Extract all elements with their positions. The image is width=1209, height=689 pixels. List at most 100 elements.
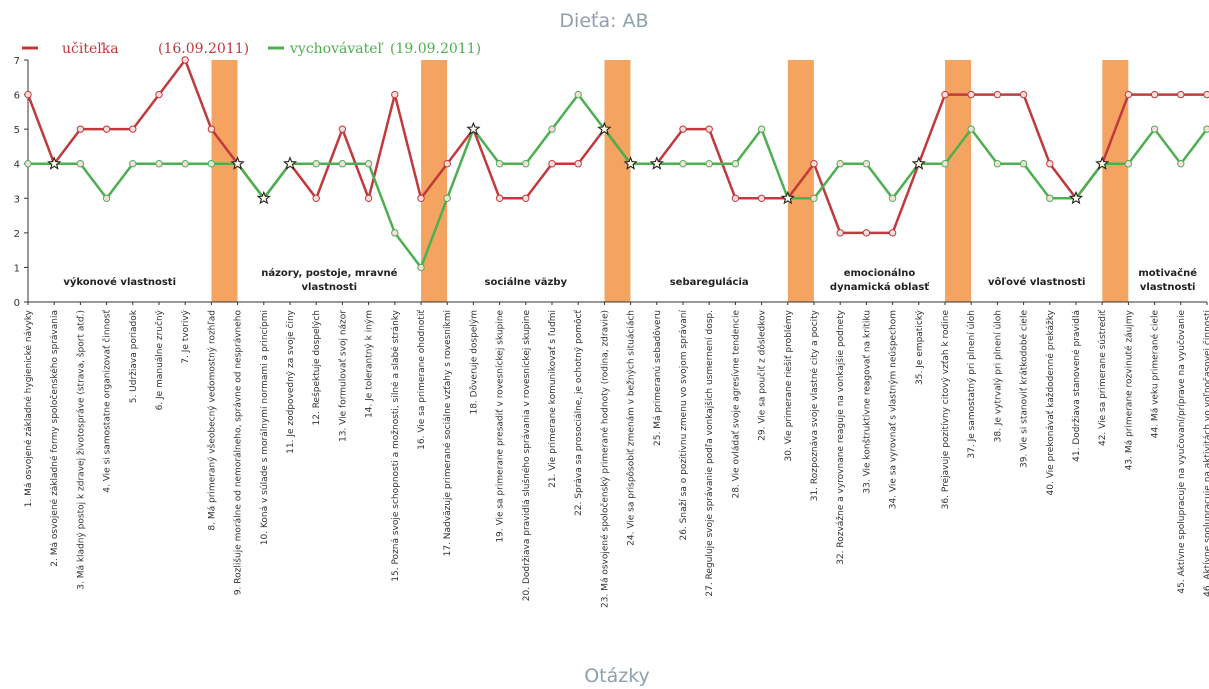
section-separator-band (945, 60, 972, 302)
chart-title: Dieťa: AB (559, 10, 648, 32)
legend-label-vychovavatel: vychovávateľ (289, 41, 384, 57)
point-marker-0 (1150, 90, 1159, 99)
point-marker-0 (967, 90, 975, 99)
x-axis-title: Otázky (584, 665, 650, 687)
point-marker-0 (862, 229, 871, 237)
point-marker-0 (312, 194, 320, 202)
y-tick-label: 2 (14, 229, 20, 240)
x-tick-label: 21. Vie primerane komunikovať s ľuďmi (548, 310, 558, 488)
point-marker-1 (1046, 194, 1054, 202)
point-marker-1 (391, 229, 399, 237)
point-marker-0 (207, 125, 216, 133)
point-marker-0 (338, 125, 347, 133)
x-tick-label: 16. Vie sa primerane ohodnotiť (417, 310, 427, 450)
x-tick-label: 14. Je tolerantný k iným (365, 310, 375, 418)
x-tick-label: 31. Rozpoznáva svoje vlastné city a poci… (809, 309, 820, 501)
point-marker-1 (181, 160, 189, 168)
point-marker-1 (574, 90, 582, 99)
section-label: vôľové vlastnosti (988, 276, 1085, 288)
y-tick-label: 3 (14, 194, 20, 205)
point-marker-0 (993, 90, 1002, 99)
point-marker-1 (1019, 160, 1028, 168)
legend-date-ucitelka: (16.09.2011) (158, 41, 249, 57)
point-marker-0 (495, 194, 504, 202)
x-tick-label: 36. Prejavuje pozitívny citový vzťah k r… (941, 310, 951, 510)
point-marker-1 (495, 160, 504, 168)
series-line-1 (28, 92, 1208, 270)
x-tick-label: 11. Je zodpovedný za svoje činy (285, 309, 296, 454)
shared-point-marker (466, 121, 481, 136)
section-label: emocionálno (844, 267, 916, 279)
point-marker-0 (888, 229, 897, 237)
point-marker-1 (836, 160, 844, 168)
section-separator-band (1102, 60, 1129, 302)
point-marker-1 (155, 160, 163, 168)
point-marker-1 (417, 263, 425, 272)
x-tick-label: 44. Má veku primerané ciele (1150, 310, 1161, 439)
point-marker-1 (102, 194, 111, 202)
point-marker-1 (522, 160, 530, 168)
point-marker-1 (1177, 160, 1185, 168)
x-tick-label: 37. Je samostatný pri plnení úloh (967, 310, 977, 459)
shared-point-marker (623, 156, 638, 170)
x-tick-label: 17. Nadväzuje primerané sociálne vzťahy … (442, 310, 453, 556)
x-tick-label: 23. Má osvojené spoločenský primerané ho… (599, 310, 610, 608)
x-tick-label: 2. Má osvojené základné formy spoločensk… (49, 310, 60, 567)
shared-point-marker (282, 156, 298, 170)
x-tick-label: 15. Pozná svoje schopnosti a možnosti, s… (390, 309, 401, 581)
point-marker-1 (888, 194, 897, 202)
point-marker-0 (679, 125, 687, 133)
point-marker-1 (207, 160, 216, 168)
x-tick-label: 18. Dôveruje dospelým (468, 310, 479, 415)
point-marker-1 (941, 160, 949, 168)
point-marker-1 (967, 125, 975, 133)
section-label: motivačné (1138, 267, 1197, 279)
x-tick-label: 46. Aktívne spolupracuje na aktivitách v… (1202, 310, 1209, 597)
point-marker-0 (364, 194, 373, 202)
point-marker-1 (1203, 125, 1209, 133)
section-label: vlastnosti (302, 282, 358, 293)
shared-point-marker (230, 156, 245, 170)
point-marker-0 (1046, 160, 1054, 168)
x-tick-label: 24. Vie sa prispôsobiť zmenám v bežných … (626, 310, 637, 546)
x-tick-label: 29. Vie sa poučiť z dôsledkov (757, 309, 768, 440)
x-tick-label: 8. Má primeraný všeobecný vedomostný roz… (206, 310, 217, 531)
point-marker-0 (548, 160, 556, 168)
legend-date-vychovavatel: (19.09.2011) (390, 41, 481, 57)
x-tick-label: 40. Vie prekonávať každodenné prekážky (1045, 309, 1056, 495)
axes: 0 1 2 3 4 5 6 7 (14, 56, 1207, 309)
x-tick-label: 26. Snaží sa o pozitívnu zmenu vo svojom… (679, 310, 689, 541)
point-marker-1 (76, 160, 85, 168)
point-marker-0 (810, 160, 818, 168)
legend: učiteľka (16.09.2011) vychovávateľ (19.0… (22, 41, 481, 57)
x-tick-label: 35. Je empatický (915, 309, 925, 385)
y-tick-label: 5 (14, 125, 20, 136)
point-marker-0 (705, 125, 713, 133)
point-marker-0 (731, 194, 740, 202)
y-tick-label: 4 (14, 160, 20, 171)
x-tick-label: 33. Vie konštruktívne reagovať na kritik… (861, 310, 872, 494)
point-marker-1 (548, 125, 556, 133)
section-labels: výkonové vlastnosti názory, postoje, mrav… (63, 267, 1197, 293)
section-label: dynamická oblasť (830, 281, 930, 293)
point-marker-1 (862, 160, 871, 168)
point-marker-1 (705, 160, 713, 168)
point-marker-0 (941, 90, 949, 99)
point-marker-0 (443, 160, 451, 168)
point-marker-1 (312, 160, 320, 168)
y-tick-label: 1 (14, 263, 20, 274)
x-tick-label: 6. Je manuálne zručný (154, 309, 165, 410)
section-separator-band (211, 60, 238, 302)
x-tick-label: 45. Aktívne spolupracuje na vyučovaní/pr… (1176, 310, 1187, 594)
point-marker-0 (1019, 90, 1028, 99)
point-marker-1 (1150, 125, 1159, 133)
point-marker-1 (731, 160, 740, 168)
x-tick-label: 9. Rozlišuje morálne od nemorálneho, spr… (233, 310, 244, 596)
x-tick-label: 3. Má kladný postoj k zdravej životosprá… (75, 310, 86, 590)
point-marker-1 (24, 160, 32, 168)
series-layer (24, 56, 1209, 272)
x-tick-label: 42. Vie sa primerane sústrediť (1098, 310, 1108, 446)
x-tick-label: 27. Reguluje svoje správanie podľa vonka… (704, 310, 715, 597)
point-marker-1 (810, 194, 818, 202)
